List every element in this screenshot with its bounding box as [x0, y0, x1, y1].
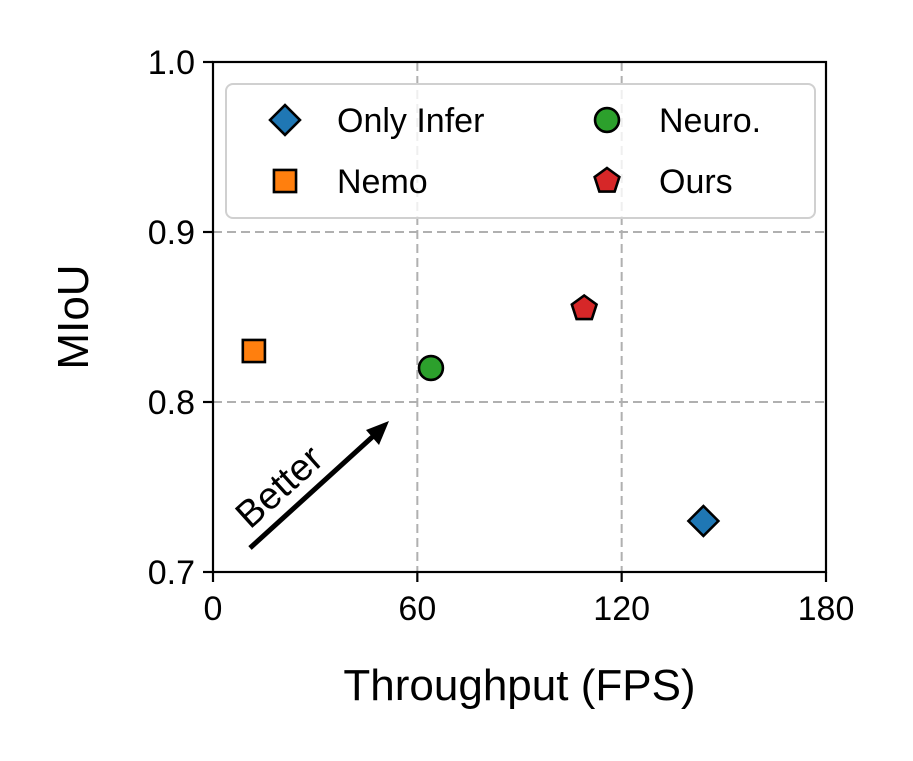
- x-tick-label: 0: [204, 590, 223, 628]
- y-tick-label: 0.8: [148, 384, 195, 422]
- x-tick-label: 180: [798, 590, 855, 628]
- better-arrow-head: [366, 421, 389, 445]
- y-axis-label: MIoU: [49, 264, 98, 369]
- x-tick-label: 60: [398, 590, 436, 628]
- point-neuro: [417, 354, 445, 382]
- legend-label-nemo: Nemo: [337, 163, 428, 201]
- better-arrow-shaft: [248, 428, 382, 550]
- y-tick-label: 0.9: [148, 214, 195, 252]
- legend-marker-only-infer: [268, 103, 302, 137]
- point-nemo: [241, 338, 267, 364]
- y-tick-label: 1.0: [148, 44, 195, 82]
- axis-ticks: 0 60 120 180 0.7 0.8 0.9 1.0: [148, 44, 855, 628]
- point-only-infer: [686, 504, 721, 538]
- legend-label-only-infer: Only Infer: [337, 102, 484, 140]
- legend-box: [225, 83, 816, 219]
- x-axis-label: Throughput (FPS): [343, 661, 695, 710]
- data-points: [241, 293, 721, 538]
- y-tick-label: 0.7: [148, 554, 195, 592]
- legend-label-neuro: Neuro.: [659, 102, 761, 140]
- legend-marker-ours: [593, 166, 621, 193]
- legend-marker-nemo: [272, 168, 298, 194]
- x-tick-label: 120: [593, 590, 650, 628]
- plot-frame: [211, 60, 828, 574]
- better-arrow-group: Better: [228, 421, 389, 550]
- legend-label-ours: Ours: [659, 163, 733, 201]
- legend: Only Infer Nemo Neuro. Ours: [225, 83, 816, 219]
- point-ours: [570, 293, 599, 321]
- legend-marker-neuro: [593, 106, 621, 134]
